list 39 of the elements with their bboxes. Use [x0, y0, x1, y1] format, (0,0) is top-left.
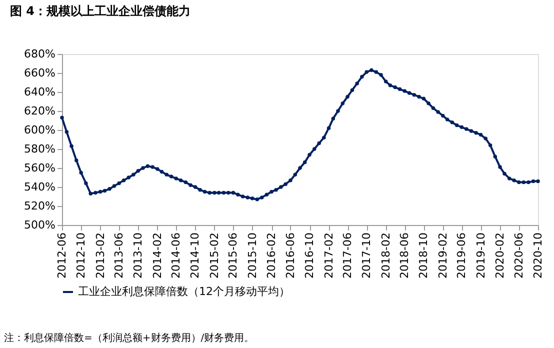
x-tick-label: 2014-06	[170, 232, 183, 278]
y-tick-label: 500%	[24, 218, 56, 232]
y-tick-label: 540%	[24, 180, 56, 194]
x-tick-label: 2013-02	[94, 232, 107, 278]
y-tick-label: 560%	[24, 162, 56, 174]
x-tick-label: 2019-06	[455, 232, 468, 278]
x-tick-label: 2020-02	[494, 232, 506, 278]
x-tick-label: 2012-10	[74, 232, 88, 278]
x-tick-label: 2016-06	[284, 232, 297, 278]
x-tick-label: 2017-10	[360, 232, 374, 278]
x-tick-label: 2016-02	[265, 232, 278, 278]
x-tick-label: 2014-02	[150, 232, 164, 278]
y-tick-label: 660%	[24, 66, 56, 80]
x-tick-label: 2013-10	[132, 232, 145, 278]
chart-title: 图 4：规模以上工业企业偿债能力	[10, 4, 191, 18]
x-tick-label: 2019-02	[436, 232, 450, 278]
y-tick-label: 620%	[24, 104, 56, 118]
x-tick-label: 2017-02	[322, 232, 336, 278]
x-tick-label: 2018-06	[398, 232, 412, 278]
x-tick-label: 2016-10	[303, 232, 316, 278]
x-tick-label: 2019-10	[474, 232, 488, 278]
y-tick-label: 600%	[24, 124, 56, 136]
x-tick-label: 2012-06	[56, 232, 68, 278]
x-tick-label: 2013-06	[112, 232, 126, 278]
x-tick-label: 2018-02	[379, 232, 392, 278]
y-tick-label: 520%	[24, 200, 56, 212]
x-tick-label: 2018-10	[417, 232, 430, 278]
x-tick-label: 2015-06	[226, 232, 240, 278]
x-tick-label: 2015-02	[208, 232, 221, 278]
x-tick-label: 2020-10	[532, 232, 544, 278]
x-tick-label: 2020-06	[512, 232, 526, 278]
legend-label: 工业企业利息保障倍数（12个月移动平均）	[78, 285, 290, 298]
text: 注：利息保障倍数=（利润总额+财务费用）/财务费用。	[4, 332, 254, 344]
y-tick-label: 580%	[24, 142, 56, 156]
y-tick-label: 640%	[24, 86, 56, 98]
x-tick-label: 2014-10	[188, 232, 202, 278]
x-tick-label: 2015-10	[246, 232, 259, 278]
x-tick-label: 2017-06	[341, 232, 354, 278]
y-tick-label: 680%	[24, 48, 56, 60]
